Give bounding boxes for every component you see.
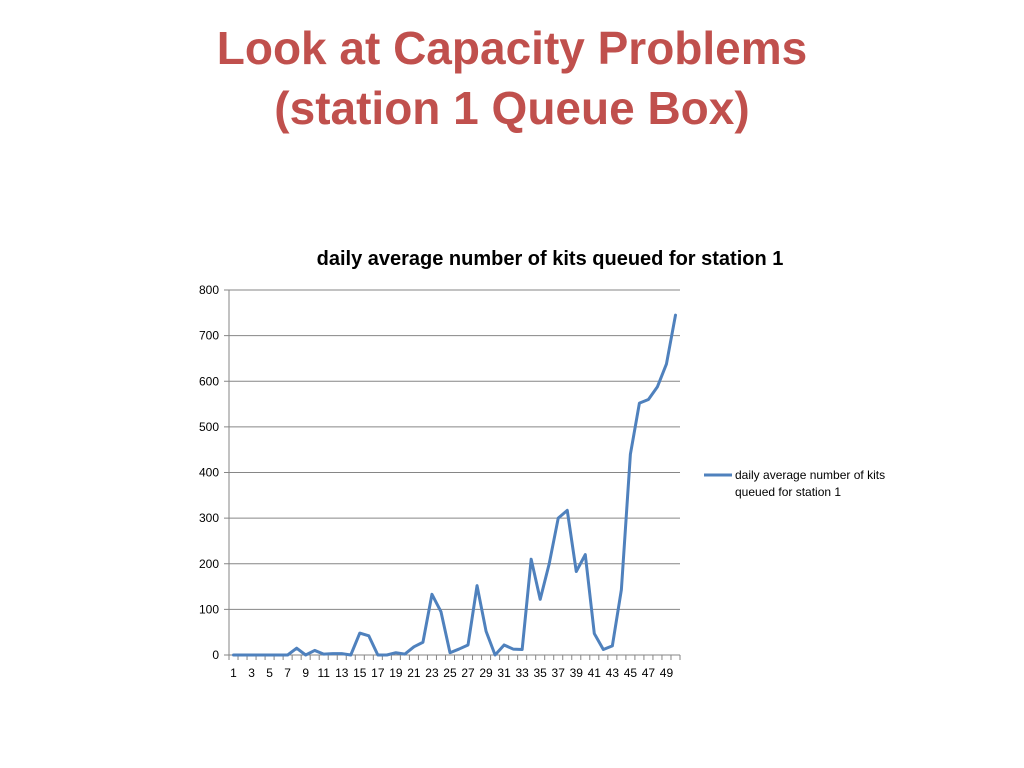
data-point bbox=[439, 610, 442, 613]
data-point bbox=[331, 652, 334, 655]
data-point bbox=[566, 509, 569, 512]
x-tick-label: 9 bbox=[302, 666, 309, 680]
x-tick-label: 43 bbox=[606, 666, 620, 680]
data-point bbox=[476, 584, 479, 587]
data-point bbox=[593, 632, 596, 635]
data-point bbox=[322, 653, 325, 656]
data-point bbox=[268, 654, 271, 657]
series-line bbox=[232, 313, 677, 657]
data-point bbox=[421, 641, 424, 644]
data-point bbox=[584, 553, 587, 556]
data-point bbox=[467, 643, 470, 646]
data-point bbox=[367, 634, 370, 637]
legend: daily average number of kits queued for s… bbox=[704, 468, 885, 499]
data-point bbox=[494, 654, 497, 657]
data-point bbox=[557, 517, 560, 520]
data-point bbox=[448, 651, 451, 654]
data-point bbox=[602, 648, 605, 651]
data-point bbox=[665, 362, 668, 365]
x-tick-label: 21 bbox=[407, 666, 421, 680]
slide-title: Look at Capacity Problems (station 1 Que… bbox=[0, 18, 1024, 138]
data-point bbox=[286, 654, 289, 657]
x-tick-label: 33 bbox=[515, 666, 529, 680]
y-tick-label: 0 bbox=[212, 648, 219, 662]
data-point bbox=[530, 558, 533, 561]
x-tick-label: 5 bbox=[266, 666, 273, 680]
data-point bbox=[295, 647, 298, 650]
y-tick-label: 100 bbox=[199, 602, 219, 616]
slide-title-line-2: (station 1 Queue Box) bbox=[274, 82, 750, 134]
x-tick-label: 7 bbox=[284, 666, 291, 680]
data-point bbox=[430, 593, 433, 596]
y-tick-label: 700 bbox=[199, 329, 219, 343]
x-tick-label: 13 bbox=[335, 666, 349, 680]
y-tick-label: 800 bbox=[199, 283, 219, 297]
data-point bbox=[629, 453, 632, 456]
data-point bbox=[674, 314, 677, 317]
x-tick-label: 35 bbox=[534, 666, 548, 680]
x-tick-label: 27 bbox=[461, 666, 475, 680]
data-point bbox=[394, 651, 397, 654]
slide-title-line-1: Look at Capacity Problems bbox=[216, 22, 808, 74]
data-point bbox=[403, 653, 406, 656]
data-point bbox=[539, 598, 542, 601]
data-point bbox=[340, 652, 343, 655]
data-point bbox=[575, 570, 578, 573]
x-tick-label: 31 bbox=[497, 666, 511, 680]
data-point bbox=[512, 648, 515, 651]
y-tick-label: 600 bbox=[199, 374, 219, 388]
x-tick-label: 37 bbox=[552, 666, 566, 680]
x-tick-label: 41 bbox=[588, 666, 602, 680]
data-point bbox=[259, 654, 262, 657]
x-tick-label: 17 bbox=[371, 666, 385, 680]
data-point bbox=[304, 654, 307, 657]
x-tick-label: 19 bbox=[389, 666, 403, 680]
data-point bbox=[358, 632, 361, 635]
data-point bbox=[620, 588, 623, 591]
data-point bbox=[611, 644, 614, 647]
data-point bbox=[385, 654, 388, 657]
x-tick-label: 1 bbox=[230, 666, 237, 680]
x-tick-label: 25 bbox=[443, 666, 457, 680]
y-axis-ticks: 0 100 200 300 400 500 600 700 800 bbox=[199, 283, 229, 662]
x-tick-label: 23 bbox=[425, 666, 439, 680]
y-tick-label: 300 bbox=[199, 511, 219, 525]
data-point bbox=[241, 654, 244, 657]
data-point bbox=[521, 648, 524, 651]
legend-label: daily average number of kits queued for s… bbox=[735, 468, 885, 499]
x-axis-ticks: 1 3 5 7 9 11 13 15 17 19 21 23 25 27 29 31 33 35 37 39 41 43 4… bbox=[228, 655, 681, 680]
x-tick-label: 39 bbox=[570, 666, 584, 680]
x-tick-label: 45 bbox=[624, 666, 638, 680]
y-tick-label: 500 bbox=[199, 420, 219, 434]
data-point bbox=[232, 654, 235, 657]
data-point bbox=[647, 398, 650, 401]
x-tick-label: 3 bbox=[248, 666, 255, 680]
data-point bbox=[376, 654, 379, 657]
data-point bbox=[458, 648, 461, 651]
x-tick-label: 15 bbox=[353, 666, 367, 680]
x-tick-label: 47 bbox=[642, 666, 656, 680]
gridlines bbox=[229, 289, 680, 610]
data-point bbox=[349, 654, 352, 657]
data-point bbox=[277, 654, 280, 657]
y-tick-label: 200 bbox=[199, 557, 219, 571]
data-point bbox=[250, 654, 253, 657]
data-point bbox=[548, 562, 551, 565]
data-point bbox=[638, 402, 641, 405]
data-point bbox=[412, 645, 415, 648]
y-tick-label: 400 bbox=[199, 466, 219, 480]
data-point bbox=[656, 385, 659, 388]
x-tick-label: 29 bbox=[479, 666, 493, 680]
data-point bbox=[485, 630, 488, 633]
chart-title: daily average number of kits queued for … bbox=[317, 248, 784, 270]
data-point bbox=[313, 649, 316, 652]
series-group bbox=[232, 313, 677, 657]
x-tick-label: 49 bbox=[660, 666, 674, 680]
data-point bbox=[503, 643, 506, 646]
x-tick-label: 11 bbox=[317, 666, 330, 680]
